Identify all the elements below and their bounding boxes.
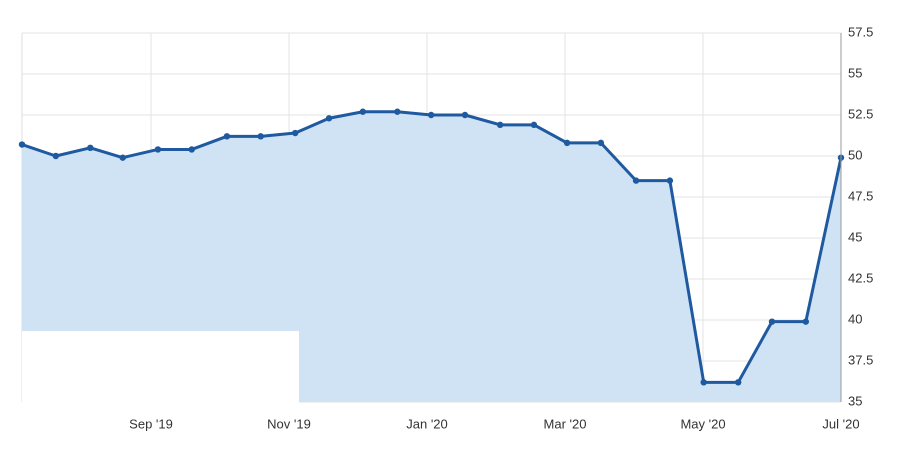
y-tick-label: 55 [848,65,862,80]
point [154,146,162,153]
y-tick-label: 37.5 [848,352,873,367]
point [563,139,571,147]
point [461,111,469,119]
y-tick-label: 40 [848,311,862,326]
point [188,146,195,153]
y-tick-label: 42.5 [848,270,873,285]
point [223,133,231,140]
x-tick-label: Nov '19 [267,416,311,431]
x-tick-label: Sep '19 [129,416,173,431]
point [597,139,605,147]
y-tick-label: 57.5 [848,24,873,39]
point [119,154,126,161]
point [52,152,60,160]
x-tick-label: May '20 [680,416,725,431]
y-tick-label: 35 [848,393,862,408]
point [325,115,333,122]
point [530,121,538,129]
point [87,144,94,151]
x-tick-label: Jul '20 [822,416,859,431]
point [427,111,435,119]
x-tick-label: Mar '20 [544,416,587,431]
point [666,177,674,184]
point [292,129,299,137]
point [18,141,26,148]
y-tick-label: 52.5 [848,106,873,121]
point [394,108,401,115]
occlusion-patch [22,331,299,403]
y-tick-label: 47.5 [848,188,873,203]
x-tick-label: Jan '20 [406,416,448,431]
area-fill [22,111,841,402]
point [802,318,810,325]
point [632,177,640,184]
point [768,318,776,325]
y-tick-label: 45 [848,229,862,244]
point [257,133,264,140]
point [359,108,367,115]
y-tick-label: 50 [848,147,862,162]
point [496,121,504,129]
point [700,379,707,386]
point [734,379,742,386]
